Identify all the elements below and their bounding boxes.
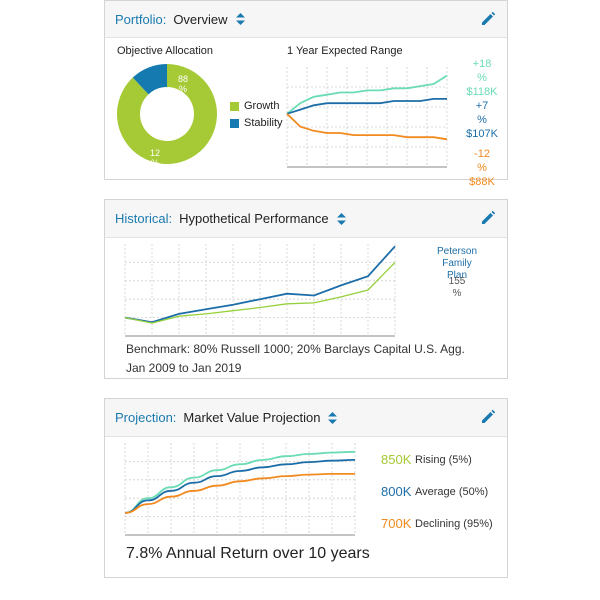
pencil-icon[interactable] <box>481 210 496 225</box>
growth-legend-swatch <box>230 102 239 111</box>
scenario-declining-label: Declining (95%) <box>415 518 493 530</box>
plan-return-label: 155 % <box>448 276 466 299</box>
range-label-average: +7 % $107K <box>466 100 498 140</box>
benchmark-performance-line <box>124 261 396 324</box>
growth-legend-label: Growth <box>244 100 280 112</box>
projection-average-line <box>124 459 356 514</box>
growth-slice-value: 88% <box>178 74 189 94</box>
pencil-icon[interactable] <box>481 409 496 424</box>
historical-kind-label: Historical: <box>115 211 173 226</box>
projection-card: Projection: Market Value Projection 850K… <box>104 398 508 578</box>
projection-view-selector[interactable]: Market Value Projection <box>183 410 321 425</box>
stability-legend-label: Stability <box>244 117 283 129</box>
stability-slice <box>132 64 167 95</box>
historical-header: Historical: Hypothetical Performance <box>105 200 507 238</box>
allocation-title: Objective Allocation <box>117 45 213 57</box>
expected-range-chart <box>286 67 448 168</box>
portfolio-kind-label: Portfolio: <box>115 11 167 27</box>
portfolio-card: Portfolio: Overview Objective Allocation… <box>104 0 508 188</box>
growth-slice <box>116 64 217 164</box>
annual-return-summary: 7.8% Annual Return over 10 years <box>126 545 370 562</box>
range-declining-line <box>286 113 448 141</box>
benchmark-text: Benchmark: 80% Russell 1000; 20% Barclay… <box>126 342 465 356</box>
allocation-donut-chart <box>116 64 217 164</box>
plan-name-label: Peterson Family Plan <box>436 246 478 281</box>
range-title: 1 Year Expected Range <box>287 45 403 57</box>
historical-view-selector[interactable]: Hypothetical Performance <box>179 211 329 226</box>
projection-kind-label: Projection: <box>115 410 177 425</box>
projection-rising-line <box>124 450 356 514</box>
scenario-average-label: Average (50%) <box>415 486 489 498</box>
period-text: Jan 2009 to Jan 2019 <box>126 361 242 375</box>
up-down-icon[interactable] <box>235 13 245 25</box>
range-average-line <box>286 98 447 115</box>
historical-performance-chart <box>124 244 396 337</box>
portfolio-header: Portfolio: Overview <box>105 1 507 38</box>
scenario-rising-value: 850K <box>381 452 412 467</box>
scenario-rising-label: Rising (5%) <box>415 454 472 466</box>
range-label-declining: -12 % $88K <box>469 148 495 188</box>
stability-slice-value: 12% <box>150 148 161 168</box>
scenario-declining-value: 700K <box>381 516 412 531</box>
scenario-average-value: 800K <box>381 484 412 499</box>
projection-header: Projection: Market Value Projection <box>105 399 507 437</box>
market-value-projection-chart <box>124 443 356 536</box>
stability-legend-swatch <box>230 119 239 128</box>
historical-card: Historical: Hypothetical Performance Pet… <box>104 199 508 379</box>
plan-performance-line <box>124 245 396 324</box>
pencil-icon[interactable] <box>481 11 496 26</box>
up-down-icon[interactable] <box>336 212 346 225</box>
projection-declining-line <box>124 473 355 514</box>
range-rising-line <box>286 74 448 115</box>
up-down-icon[interactable] <box>328 411 338 424</box>
range-label-rising: +18 % $118K <box>466 58 498 98</box>
portfolio-view-selector[interactable]: Overview <box>173 11 228 27</box>
